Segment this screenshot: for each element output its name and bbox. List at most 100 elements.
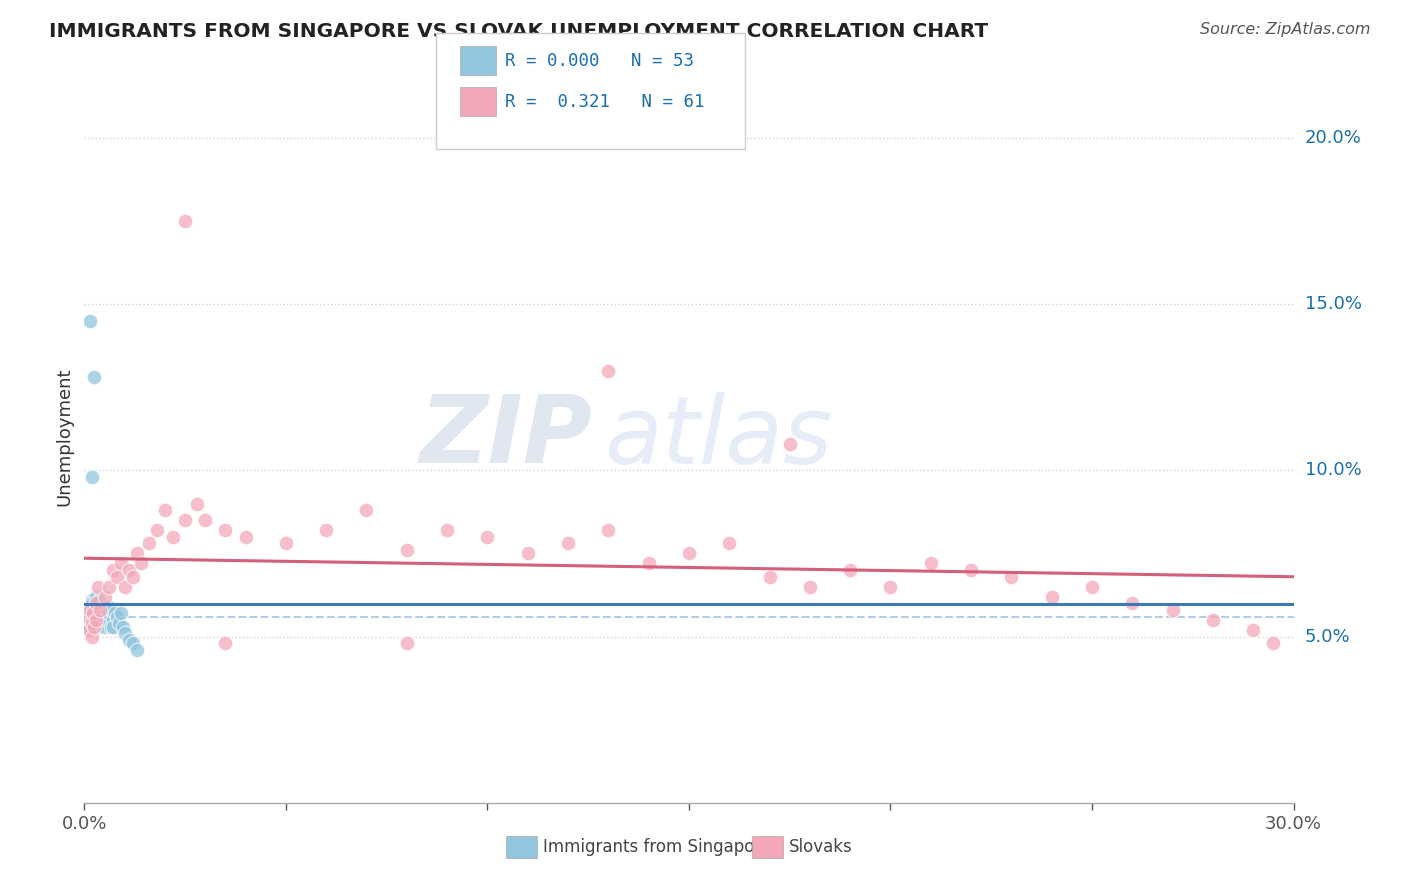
Point	[101, 563, 124, 577]
Point	[118, 632, 141, 647]
Point	[103, 619, 125, 633]
Point	[1121, 596, 1143, 610]
Point	[79, 619, 101, 633]
Point	[82, 609, 104, 624]
Point	[77, 609, 100, 624]
Point	[758, 570, 780, 584]
Point	[91, 607, 114, 621]
Point	[121, 570, 143, 584]
Point	[79, 603, 101, 617]
Point	[100, 619, 122, 633]
Point	[86, 607, 108, 621]
Point	[598, 523, 620, 537]
Point	[1161, 603, 1184, 617]
Point	[87, 580, 110, 594]
Point	[91, 599, 114, 614]
Point	[86, 590, 108, 604]
Point	[960, 563, 983, 577]
Point	[118, 563, 141, 577]
Point	[1202, 613, 1225, 627]
Point	[83, 609, 105, 624]
Point	[93, 607, 115, 621]
Point	[77, 609, 100, 624]
Point	[87, 619, 110, 633]
Point	[93, 590, 115, 604]
Point	[125, 546, 148, 560]
Point	[79, 613, 101, 627]
Point	[799, 580, 821, 594]
Point	[114, 580, 136, 594]
Point	[89, 603, 111, 617]
Point	[436, 523, 458, 537]
Point	[79, 314, 101, 328]
Text: R = 0.000   N = 53: R = 0.000 N = 53	[505, 52, 693, 70]
Point	[94, 619, 117, 633]
Point	[80, 593, 103, 607]
Point	[82, 596, 104, 610]
Point	[194, 513, 217, 527]
Point	[1263, 636, 1285, 650]
Point	[83, 607, 105, 621]
Point	[80, 599, 103, 614]
Point	[274, 536, 297, 550]
Point	[80, 616, 103, 631]
Point	[82, 603, 104, 617]
Y-axis label: Unemployment: Unemployment	[55, 368, 73, 507]
Point	[83, 370, 105, 384]
Point	[84, 596, 107, 610]
Point	[98, 607, 121, 621]
Text: Source: ZipAtlas.com: Source: ZipAtlas.com	[1201, 22, 1371, 37]
Point	[598, 363, 620, 377]
Text: IMMIGRANTS FROM SINGAPORE VS SLOVAK UNEMPLOYMENT CORRELATION CHART: IMMIGRANTS FROM SINGAPORE VS SLOVAK UNEM…	[49, 22, 988, 41]
Point	[87, 593, 110, 607]
Point	[82, 630, 104, 644]
Point	[86, 613, 108, 627]
Point	[83, 613, 105, 627]
Point	[121, 636, 143, 650]
Point	[93, 613, 115, 627]
Point	[125, 643, 148, 657]
Text: R =  0.321   N = 61: R = 0.321 N = 61	[505, 93, 704, 111]
Point	[82, 616, 104, 631]
Point	[96, 603, 118, 617]
Point	[97, 580, 120, 594]
Point	[839, 563, 862, 577]
Point	[97, 613, 120, 627]
Point	[79, 607, 101, 621]
Point	[678, 546, 700, 560]
Point	[83, 619, 105, 633]
Point	[146, 523, 169, 537]
Point	[1040, 590, 1063, 604]
Point	[110, 607, 132, 621]
Point	[174, 214, 197, 228]
Point	[110, 557, 132, 571]
Point	[637, 557, 659, 571]
Point	[920, 557, 942, 571]
Point	[114, 626, 136, 640]
Text: Slovaks: Slovaks	[789, 838, 852, 855]
Point	[77, 623, 100, 637]
Text: ZIP: ZIP	[419, 391, 592, 483]
Text: 10.0%: 10.0%	[1305, 461, 1361, 479]
Point	[104, 607, 127, 621]
Point	[1000, 570, 1022, 584]
Point	[174, 513, 197, 527]
Text: atlas: atlas	[605, 392, 832, 483]
Point	[77, 623, 100, 637]
Point	[138, 536, 160, 550]
Point	[395, 636, 418, 650]
Point	[162, 530, 184, 544]
Point	[477, 530, 499, 544]
Point	[76, 616, 98, 631]
Point	[86, 603, 108, 617]
Point	[80, 470, 103, 484]
Point	[718, 536, 741, 550]
Point	[186, 497, 208, 511]
Point	[100, 603, 122, 617]
Point	[105, 609, 128, 624]
Point	[107, 616, 129, 631]
Point	[77, 603, 100, 617]
Point	[557, 536, 579, 550]
Text: 15.0%: 15.0%	[1305, 295, 1361, 313]
Point	[87, 599, 110, 614]
